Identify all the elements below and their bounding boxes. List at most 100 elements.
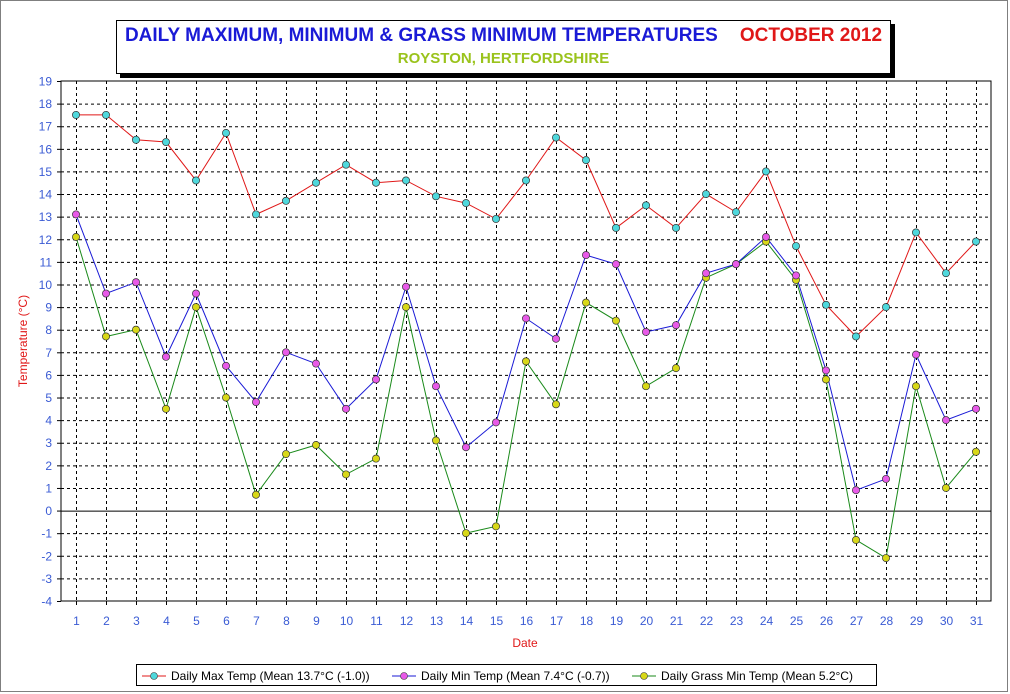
chart-title-month: OCTOBER 2012 — [739, 25, 883, 46]
data-point-min — [792, 271, 800, 280]
data-point-grass — [582, 298, 590, 307]
x-axis-label: Date — [512, 636, 538, 650]
x-tick-label: 29 — [910, 614, 924, 628]
x-tick-label: 9 — [313, 614, 320, 628]
data-point-max — [222, 129, 230, 137]
data-point-grass — [912, 382, 920, 391]
data-point-max — [762, 167, 770, 176]
data-point-grass — [822, 375, 830, 384]
x-tick-label: 20 — [640, 614, 654, 628]
data-point-min — [462, 443, 470, 452]
x-tick-label: 5 — [193, 614, 200, 628]
x-tick-label: 4 — [163, 614, 170, 628]
chart-title-line: DAILY MAXIMUM, MINIMUM & GRASS MINIMUM T… — [117, 25, 890, 47]
data-point-min — [552, 334, 560, 343]
data-point-grass — [672, 364, 680, 373]
data-point-grass — [492, 522, 500, 531]
data-point-min — [132, 278, 140, 287]
data-point-min — [612, 260, 620, 269]
data-point-grass — [282, 450, 290, 458]
data-point-min — [222, 361, 230, 370]
data-point-grass — [432, 436, 440, 445]
data-point-max — [102, 110, 110, 119]
x-tick-label: 23 — [730, 614, 744, 628]
data-point-max — [612, 224, 620, 232]
data-point-min — [492, 418, 500, 427]
x-tick-label: 28 — [880, 614, 894, 628]
data-point-min — [642, 328, 650, 336]
y-tick-label: 9 — [45, 301, 52, 315]
data-point-min — [72, 210, 80, 219]
y-tick-label: 5 — [45, 391, 52, 405]
x-tick-label: 26 — [820, 614, 834, 628]
y-tick-label: 13 — [39, 210, 53, 224]
y-tick-label: 17 — [39, 120, 53, 134]
legend-swatch-min — [392, 672, 416, 680]
x-tick-label: 3 — [133, 614, 140, 628]
data-point-min — [252, 398, 260, 406]
data-point-max — [492, 214, 500, 223]
data-point-min — [102, 289, 110, 298]
y-tick-label: 15 — [39, 165, 53, 179]
data-point-max — [132, 135, 140, 144]
x-tick-label: 8 — [283, 614, 290, 628]
y-tick-label: -1 — [41, 527, 52, 541]
x-tick-label: 17 — [550, 614, 564, 628]
x-tick-label: 19 — [610, 614, 624, 628]
data-point-max — [582, 156, 590, 165]
x-tick-label: 25 — [790, 614, 804, 628]
data-point-grass — [162, 404, 170, 413]
y-tick-label: 10 — [39, 278, 53, 292]
data-point-min — [822, 366, 830, 375]
data-point-grass — [522, 357, 530, 366]
y-tick-label: 7 — [45, 346, 52, 360]
y-tick-label: 18 — [39, 97, 53, 111]
y-tick-label: 14 — [39, 188, 53, 202]
data-point-grass — [372, 454, 380, 463]
data-point-grass — [312, 441, 320, 449]
x-tick-label: 30 — [940, 614, 954, 628]
legend-swatch-grass — [632, 672, 656, 680]
y-tick-label: 4 — [45, 414, 52, 428]
data-point-min — [312, 359, 320, 368]
x-tick-label: 13 — [430, 614, 444, 628]
data-point-grass — [102, 332, 110, 341]
x-tick-label: 11 — [370, 614, 383, 628]
y-tick-label: -2 — [41, 549, 52, 563]
data-point-max — [672, 224, 680, 232]
data-point-min — [432, 382, 440, 391]
chart-subtitle: ROYSTON, HERTFORDSHIRE — [397, 50, 610, 67]
data-point-max — [402, 176, 410, 185]
data-point-grass — [552, 400, 560, 409]
y-tick-label: 6 — [45, 368, 52, 382]
y-tick-label: 3 — [45, 436, 52, 450]
data-point-max — [972, 237, 980, 246]
x-tick-label: 2 — [103, 614, 110, 628]
x-tick-label: 7 — [253, 614, 260, 628]
x-tick-label: 15 — [490, 614, 504, 628]
data-point-max — [192, 176, 200, 185]
x-tick-label: 31 — [970, 614, 984, 628]
data-point-min — [582, 251, 590, 260]
data-point-grass — [642, 382, 650, 391]
x-tick-label: 14 — [460, 614, 474, 628]
data-point-grass — [342, 470, 350, 479]
data-point-max — [72, 110, 80, 119]
y-tick-label: 8 — [45, 323, 52, 337]
data-point-max — [732, 208, 740, 217]
data-point-grass — [132, 325, 140, 334]
data-point-min — [192, 289, 200, 298]
data-point-min — [882, 474, 890, 483]
data-point-max — [372, 178, 380, 187]
x-tick-label: 22 — [700, 614, 714, 628]
data-point-max — [252, 210, 260, 219]
data-point-grass — [72, 233, 80, 241]
data-point-max — [552, 133, 560, 142]
legend-label-grass: Daily Grass Min Temp (Mean 5.2°C) — [661, 669, 853, 683]
x-tick-label: 24 — [760, 614, 774, 628]
y-tick-label: 19 — [39, 75, 53, 89]
data-point-max — [282, 196, 290, 205]
y-tick-label: 11 — [40, 255, 53, 269]
data-point-max — [342, 160, 350, 169]
data-point-min — [702, 269, 710, 278]
